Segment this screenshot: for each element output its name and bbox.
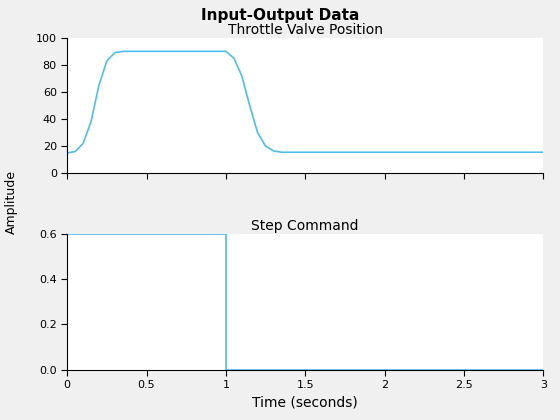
Text: Amplitude: Amplitude (4, 170, 18, 234)
Title: Throttle Valve Position: Throttle Valve Position (228, 23, 382, 37)
Title: Step Command: Step Command (251, 219, 359, 233)
Text: Input-Output Data: Input-Output Data (201, 8, 359, 24)
X-axis label: Time (seconds): Time (seconds) (253, 396, 358, 410)
